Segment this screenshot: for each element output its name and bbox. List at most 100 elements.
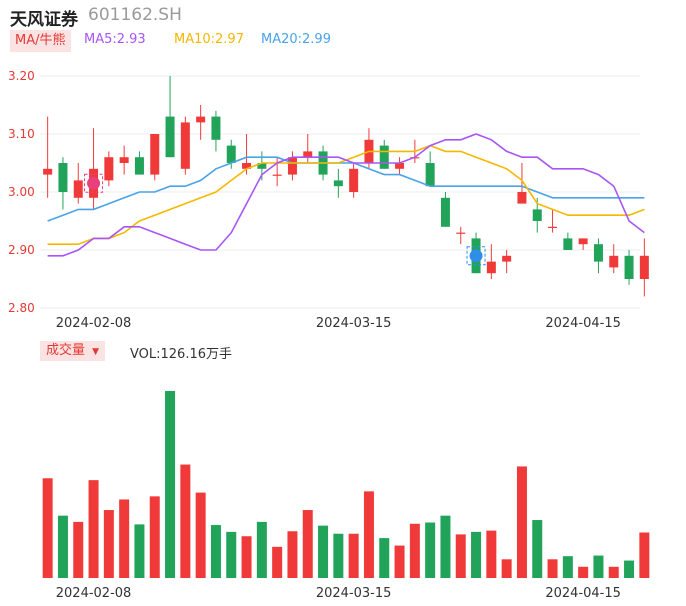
- candle-body: [349, 168, 359, 192]
- marker-frame: [84, 173, 104, 193]
- volume-chart[interactable]: 2024-02-08 2024-03-15 2024-04-15: [0, 366, 686, 606]
- ma5-line: [47, 133, 645, 257]
- candle-body: [134, 157, 144, 175]
- volume-bar: [624, 560, 635, 578]
- y-tick-label: 2.80: [8, 301, 35, 315]
- volume-selector-label: 成交量: [46, 343, 86, 358]
- candle-body: [226, 145, 236, 163]
- ma5-value: MA5:2.93: [84, 32, 146, 47]
- candle-body: [440, 197, 450, 227]
- stock-code: 601162.SH: [88, 5, 182, 25]
- volume-bar: [348, 533, 359, 578]
- ma20-value: MA20:2.99: [261, 32, 331, 47]
- volume-bar: [455, 534, 466, 578]
- volume-bar: [149, 496, 160, 578]
- volume-bar: [57, 515, 68, 578]
- bear-badge-icon[interactable]: [466, 246, 486, 266]
- candle-body: [563, 238, 573, 250]
- volume-bar: [593, 555, 604, 578]
- volume-bar: [42, 478, 53, 578]
- stock-name: 天风证券: [10, 10, 78, 30]
- volume-bar: [501, 559, 512, 578]
- volume-bar: [318, 525, 329, 578]
- x-tick-label: 2024-02-08: [56, 316, 132, 330]
- volume-value: VOL:126.16万手: [130, 347, 233, 362]
- ma10-value: MA10:2.97: [174, 32, 244, 47]
- volume-bar: [88, 480, 99, 578]
- volume-bar: [180, 464, 191, 578]
- candle-body: [578, 238, 588, 245]
- volume-selector-button[interactable]: 成交量 ▼: [40, 341, 106, 361]
- volume-bar: [363, 491, 374, 578]
- volume-bar: [272, 546, 283, 578]
- volume-bar: [103, 510, 114, 578]
- volume-bar: [241, 536, 252, 578]
- dropdown-triangle-icon: ▼: [92, 347, 100, 357]
- volume-bar: [486, 530, 497, 578]
- volume-bar: [210, 525, 221, 578]
- volume-bar: [516, 466, 527, 578]
- candle-body: [196, 116, 206, 123]
- volume-bar: [532, 520, 543, 578]
- candlestick-chart[interactable]: 3.20 3.10 3.00 2.90 2.80 2024-02-08 2024-03-15…: [0, 0, 686, 330]
- candle-body: [548, 226, 558, 228]
- volume-bar: [547, 559, 558, 578]
- volume-bar: [608, 566, 619, 578]
- candle-body: [43, 168, 53, 175]
- candle-body: [624, 255, 634, 279]
- x-tick-label: 2024-03-15: [316, 586, 392, 601]
- candle-body: [303, 151, 313, 158]
- x-tick-label: 2024-03-15: [316, 316, 392, 330]
- volume-bar: [302, 510, 313, 578]
- marker-dot: [87, 176, 101, 190]
- candle-body: [379, 145, 389, 169]
- volume-bar: [379, 538, 390, 578]
- candle-body: [287, 157, 297, 175]
- y-tick-label: 2.90: [8, 243, 35, 257]
- candle-body: [73, 180, 83, 198]
- candle-body: [517, 192, 527, 204]
- candle-body: [486, 261, 496, 274]
- y-tick-label: 3.00: [8, 185, 35, 199]
- candle-body: [425, 163, 435, 187]
- candle-body: [456, 232, 466, 234]
- candle-body: [532, 209, 542, 221]
- candle-body: [502, 255, 512, 262]
- candle-body: [165, 116, 175, 158]
- ma-selector-button[interactable]: MA/牛熊: [10, 30, 71, 52]
- ma20-line: [47, 156, 645, 222]
- x-tick-label: 2024-02-08: [56, 586, 132, 601]
- volume-bar: [471, 531, 482, 578]
- candle-body: [257, 163, 267, 169]
- volume-bar: [578, 566, 589, 578]
- candle-body: [593, 244, 603, 262]
- y-tick-label: 3.10: [8, 127, 35, 141]
- volume-bar: [165, 391, 176, 578]
- candle-body: [180, 122, 190, 169]
- marker-dot: [469, 249, 483, 263]
- volume-bar: [256, 521, 267, 578]
- volume-bar: [195, 492, 206, 578]
- volume-bar: [119, 499, 130, 578]
- x-tick-label: 2024-04-15: [545, 586, 621, 601]
- candle-body: [58, 163, 68, 192]
- candle-body: [609, 255, 619, 268]
- candle-body: [395, 163, 405, 169]
- volume-bar: [562, 556, 573, 578]
- volume-bar: [287, 531, 298, 578]
- candle-body: [333, 180, 343, 187]
- candle-body: [119, 157, 129, 163]
- volume-bar: [226, 531, 237, 578]
- candle-body: [242, 163, 252, 169]
- candle-body: [104, 157, 114, 181]
- volume-bar: [394, 545, 405, 578]
- volume-bar: [409, 523, 420, 578]
- x-tick-label: 2024-04-15: [545, 316, 621, 330]
- volume-bar: [425, 522, 436, 578]
- volume-bar: [333, 533, 344, 578]
- candle-body: [272, 174, 282, 176]
- volume-bar: [134, 524, 145, 578]
- bull-badge-icon[interactable]: [84, 173, 104, 193]
- volume-bar: [639, 532, 650, 578]
- candle-body: [211, 116, 221, 140]
